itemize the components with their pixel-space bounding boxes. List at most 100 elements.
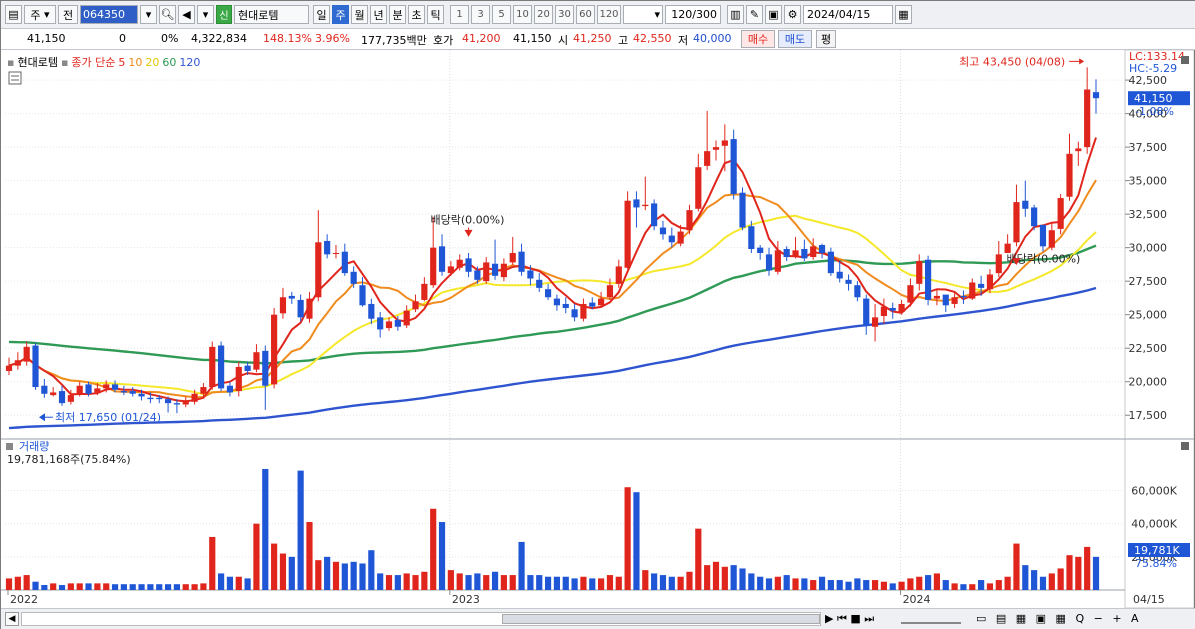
scroll-thumb[interactable] [502,614,820,624]
legend-ma120: 120 [179,56,201,69]
candle-body [41,385,48,394]
range-input[interactable]: 120/300 [665,5,721,24]
candle-body [580,303,587,319]
candle [191,389,198,405]
volume-bar [14,576,21,590]
volume-bar [651,573,658,590]
candle [85,381,92,397]
volume-bar [792,578,799,590]
zoom-slider[interactable] [901,612,961,624]
chart-scrollbar[interactable]: ◀ ▶ ⏮ ■ ⏭ ▭ ▤ ▦ ▣ ▦ Q − + A [1,608,1195,629]
candle [350,266,357,288]
tab-day[interactable]: 일 [313,5,330,24]
x-tick-label: 2023 [452,593,480,606]
stock-code-input[interactable]: 064350 [80,5,138,24]
candle [871,303,879,342]
menu-icon[interactable]: ▤ [5,5,22,24]
price-tick-label: 17,500 [1129,409,1168,422]
candle [421,277,428,302]
eval-button[interactable]: 평 [816,30,836,48]
scroll-left-arrow[interactable]: ◀ [5,612,19,626]
price-chart[interactable]: 17,500 20,000 22,500 25,000 27,500 30,000 32,5… [1,50,1194,608]
volume-bar [200,583,207,590]
interval-3[interactable]: 3 [471,5,490,24]
volume-bar [721,566,728,590]
volume-summary: 19,781,168주(75.84%) [7,453,131,466]
zoom-icons[interactable]: ▭ ▤ ▦ ▣ ▦ Q − + A [976,612,1142,625]
date-input[interactable]: 2024/04/15 [803,5,893,24]
candle-body [94,388,101,393]
volume-bar [120,584,127,590]
legend-square-icon-2: ▪ [60,56,69,69]
draw-icon[interactable]: ✎ [746,5,763,24]
candle [651,199,658,231]
prev-button[interactable]: 전 [58,5,78,24]
candle-body [659,227,667,235]
interval-select[interactable]: ▾ [623,5,663,24]
candle [571,303,578,322]
tab-week[interactable]: 주 [332,5,349,24]
candle-body [253,352,260,370]
search-icon[interactable]: 🔍︎ [159,5,176,24]
calendar-icon[interactable]: ▦ [895,5,912,24]
candle [810,238,817,260]
candle-body [960,295,967,298]
volume-bar [218,573,225,590]
candle-body [164,399,172,404]
candle [509,236,516,266]
period-type-select[interactable]: 주 ▾ [24,5,56,24]
candle [147,392,154,404]
sell-button[interactable]: 매도 [778,30,812,48]
candle [430,216,437,288]
interval-30[interactable]: 30 [555,5,574,24]
tab-tick[interactable]: 틱 [427,5,444,24]
dropdown-icon[interactable]: ▾ [140,5,157,24]
dropdown-icon-2[interactable]: ▾ [197,5,214,24]
gear-icon[interactable]: ⚙ [784,5,801,24]
candle [836,261,843,283]
scroll-track[interactable] [21,612,821,626]
candle [394,316,401,331]
candle [14,352,21,370]
legend-stock-name: 현대로템 [17,56,58,69]
tab-month[interactable]: 월 [351,5,368,24]
volume-bar [704,565,711,590]
interval-1[interactable]: 1 [450,5,469,24]
volume-bar [412,575,419,590]
volume-bar [253,523,260,590]
candle-body [624,200,631,268]
current-price-box [1128,91,1190,106]
candle [677,224,684,247]
volume-bar [1022,565,1029,590]
volume-bar [32,581,39,590]
volume-bar [5,578,13,590]
interval-60[interactable]: 60 [576,5,595,24]
volume-bar [854,578,861,590]
tab-minute[interactable]: 분 [389,5,406,24]
candle-body [218,345,225,389]
tab-second[interactable]: 초 [408,5,425,24]
interval-10[interactable]: 10 [513,5,532,24]
candle-body [969,282,976,299]
volume-square-icon [6,443,13,450]
scroll-controls[interactable]: ▶ ⏮ ■ ⏭ [825,612,875,625]
volume-bar [730,565,737,590]
speaker-icon[interactable]: ◀︎ [178,5,195,24]
candle-body [200,387,207,394]
tab-year[interactable]: 년 [370,5,387,24]
candle-body [933,295,941,299]
interval-120[interactable]: 120 [597,5,621,24]
candle-icon[interactable]: ▥ [727,5,744,24]
price-tick-label: 30,000 [1129,242,1168,255]
buy-button[interactable]: 매수 [741,30,775,48]
candle [332,244,340,259]
stock-name-field[interactable]: 현대로템 [234,5,309,24]
volume-bar [438,522,446,590]
save-icon[interactable]: ▣ [765,5,782,24]
interval-20[interactable]: 20 [534,5,553,24]
volume-bar [1048,573,1055,590]
candle [951,291,958,308]
candle-body [589,302,596,307]
interval-5[interactable]: 5 [492,5,511,24]
chart-legend: ▪ 현대로템 ▪ 종가 단순 5 10 20 60 120 [7,54,203,70]
